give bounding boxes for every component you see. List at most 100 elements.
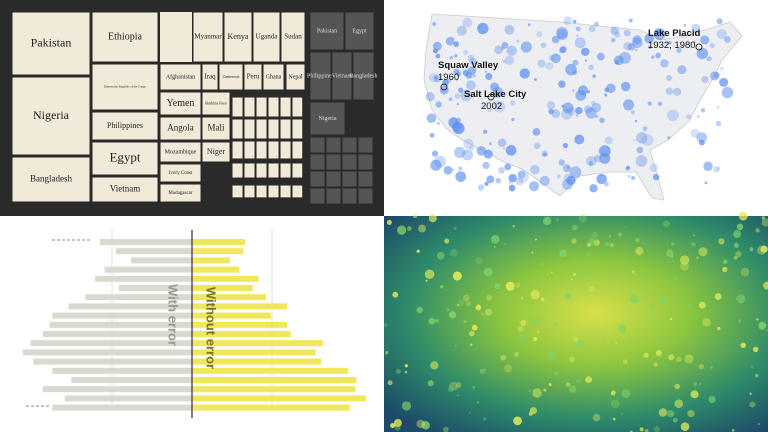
treemap: Pakistan Nigeria Bangladesh Ethiopia Democra… [11, 11, 378, 205]
spot [448, 311, 457, 319]
bar [192, 349, 316, 356]
other-label: Egypt [352, 28, 367, 34]
blob [458, 87, 464, 93]
spot [658, 408, 668, 417]
bar [33, 358, 192, 365]
blob [683, 24, 687, 27]
spot [569, 356, 575, 363]
spot [542, 216, 552, 226]
blob [657, 101, 663, 107]
blob [462, 69, 470, 76]
spot [534, 238, 537, 241]
spot [469, 330, 475, 337]
spot [708, 395, 716, 403]
cell-label: Vietnam [110, 184, 140, 194]
spot [679, 261, 689, 271]
small-cell [279, 118, 292, 140]
blob [517, 170, 526, 179]
spot [621, 413, 624, 416]
blob [686, 114, 692, 120]
blob [558, 159, 565, 166]
blob [551, 35, 560, 44]
blob [703, 161, 713, 172]
bar [192, 285, 253, 291]
other-small [325, 153, 342, 171]
spot [570, 278, 573, 281]
spot [635, 238, 640, 243]
bar [68, 303, 192, 310]
spot [540, 297, 545, 302]
blob [469, 145, 475, 151]
cell-label: Yemen [167, 98, 195, 109]
spot [434, 318, 439, 323]
spot [392, 291, 399, 298]
spot [462, 294, 470, 302]
cell-label: Ghana [266, 74, 282, 80]
cell-label: Nigeria [33, 108, 70, 122]
blob [550, 53, 561, 64]
other-cell [344, 11, 375, 51]
other-cell [352, 51, 375, 101]
blob [532, 128, 541, 136]
blob [454, 93, 461, 99]
blob [630, 110, 636, 115]
spot [565, 382, 571, 387]
blob [706, 56, 712, 62]
spot [430, 361, 439, 370]
spot [698, 247, 708, 257]
small-cell [255, 118, 268, 140]
small-cell [291, 96, 304, 118]
spot [571, 224, 578, 231]
annotation-years: 1932, 1980 [648, 40, 696, 51]
spot [385, 350, 389, 355]
blob [498, 166, 505, 174]
blob [435, 101, 442, 108]
blob [589, 184, 598, 193]
spot [610, 399, 620, 409]
other-small [357, 136, 374, 154]
spot [631, 270, 635, 274]
cell [91, 141, 159, 176]
spot [529, 407, 538, 415]
cell-label: Philippines [107, 121, 143, 130]
blob [430, 159, 442, 171]
spot [717, 326, 721, 331]
spot [585, 376, 593, 384]
blob [632, 35, 642, 45]
blob [448, 97, 453, 101]
other-small [309, 187, 326, 205]
blob [508, 181, 512, 184]
blob [724, 36, 731, 43]
cell-label: Angola [167, 123, 194, 133]
spot [548, 383, 552, 387]
blob [537, 59, 546, 68]
spot [698, 301, 706, 309]
spot [554, 322, 559, 327]
blob [599, 117, 605, 124]
blob [546, 101, 556, 110]
spot [578, 214, 587, 223]
small-cell [243, 118, 256, 140]
spot [539, 262, 545, 267]
blob [614, 31, 621, 38]
bar [22, 349, 193, 356]
blob [528, 181, 540, 192]
spot [760, 245, 768, 253]
blob [672, 87, 682, 96]
cell [201, 91, 231, 116]
spot [446, 308, 450, 312]
blob [432, 48, 438, 54]
bar [52, 367, 192, 374]
spot [449, 248, 458, 257]
cell [11, 156, 91, 203]
spot [761, 216, 766, 220]
blob [431, 150, 439, 157]
bar [116, 248, 192, 255]
annotation-name: Salt Lake City [464, 89, 527, 100]
blob [623, 29, 631, 37]
other-small [357, 170, 374, 188]
spot [608, 235, 611, 238]
spot [578, 267, 581, 270]
blob [451, 121, 463, 132]
blob [435, 53, 441, 59]
